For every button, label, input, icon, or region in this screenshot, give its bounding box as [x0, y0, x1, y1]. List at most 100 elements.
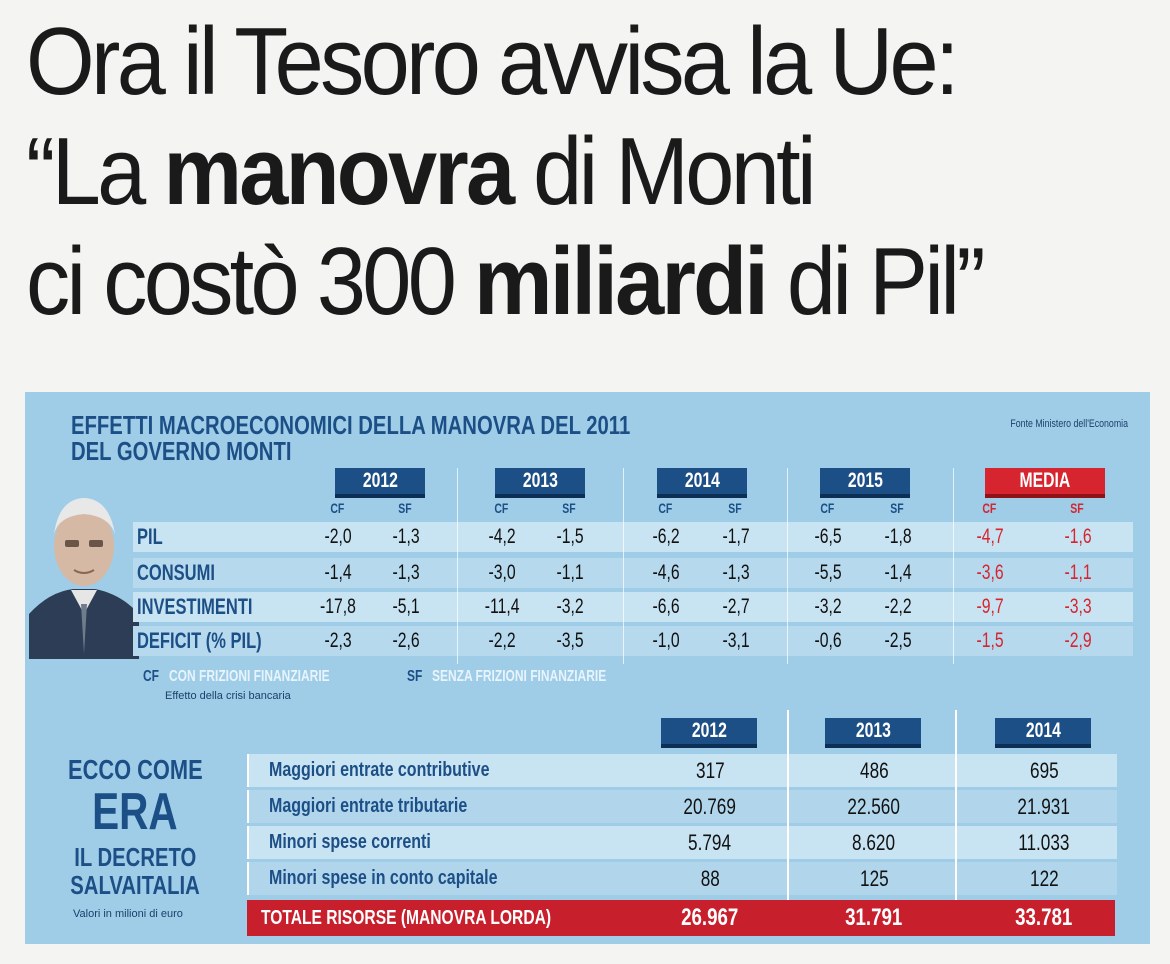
sub-cf-2015: CF: [819, 500, 834, 516]
decree-cell: 8.620: [852, 830, 896, 855]
headline-line-3: ci costò 300 miliardi di Pil”: [26, 228, 1066, 338]
table-cell: -3,3: [1064, 595, 1092, 618]
table-cell: -2,3: [324, 629, 352, 652]
table-cell: -1,3: [722, 561, 750, 584]
decree-heading-il-decreto: IL DECRETO: [73, 842, 197, 872]
decree-heading-ecco: ECCO COME: [67, 754, 203, 785]
headline-line-3-pre: ci costò 300: [26, 228, 475, 335]
table-cell: -2,6: [392, 629, 420, 652]
table-cell: -3,1: [722, 629, 750, 652]
legend-cf-key: CF: [143, 668, 159, 685]
total-cell: 33.781: [1015, 904, 1073, 931]
headline-line-2: “La manovra di Monti: [26, 118, 1066, 228]
legend-sf-text: SENZA FRIZIONI FINANZIARIE: [432, 668, 607, 685]
decree-heading-era: ERA: [92, 783, 178, 841]
table-cell: -4,2: [488, 525, 516, 548]
column-divider: [953, 468, 954, 664]
sub-sf-media: SF: [1070, 500, 1084, 516]
headline-line-1-text: Ora il Tesoro avvisa la Ue:: [26, 8, 959, 115]
table-cell: -1,4: [884, 561, 912, 584]
table-cell: -3,5: [556, 629, 584, 652]
decree-row-band: [247, 862, 1117, 895]
decree-row-label: Minori spese correnti: [269, 831, 431, 853]
sub-cf-media: CF: [981, 500, 996, 516]
decree-column-divider: [787, 710, 789, 934]
table-cell: -2,5: [884, 629, 912, 652]
table-cell: -6,6: [652, 595, 680, 618]
sub-cf-2014: CF: [657, 500, 672, 516]
decree-row-label: Minori spese in conto capitale: [269, 867, 498, 889]
year-badge-2012: 2012: [335, 468, 425, 498]
decree-cell: 122: [1029, 866, 1059, 891]
table-cell: -3,6: [976, 561, 1004, 584]
decree-cell: 486: [859, 758, 889, 783]
table-cell: -1,3: [392, 525, 420, 548]
table-cell: -1,5: [556, 525, 584, 548]
table-cell: -2,0: [324, 525, 352, 548]
headline-line-2-post: di Monti: [512, 118, 816, 225]
year-badge-2013: 2013: [495, 468, 585, 498]
sub-sf-2015: SF: [890, 500, 904, 516]
table-cell: -2,2: [488, 629, 516, 652]
table-cell: -2,9: [1064, 629, 1092, 652]
decree-cell: 11.033: [1018, 830, 1070, 855]
total-cell: 26.967: [681, 904, 739, 931]
legend-sf-key: SF: [407, 668, 423, 685]
decree-cell: 88: [700, 866, 720, 891]
infographic-title: EFFETTI MACROECONOMICI DELLA MANOVRA DEL…: [71, 412, 630, 464]
headline-line-3-post: di Pil”: [766, 228, 986, 335]
table-cell: -1,4: [324, 561, 352, 584]
decree-cell: 317: [695, 758, 725, 783]
table-cell: -1,6: [1064, 525, 1092, 548]
sub-sf-2012: SF: [398, 500, 412, 516]
row-label-consumi: CONSUMI: [137, 560, 215, 585]
table-cell: -9,7: [976, 595, 1004, 618]
decree-heading-salvaitalia: SALVAITALIA: [70, 870, 200, 900]
legend-note: Effetto della crisi bancaria: [165, 690, 291, 702]
table-cell: -6,2: [652, 525, 680, 548]
table-cell: -4,6: [652, 561, 680, 584]
column-divider: [623, 468, 624, 664]
headline-line-2-pre: “La: [26, 118, 164, 225]
infographic-title-line-1: EFFETTI MACROECONOMICI DELLA MANOVRA DEL…: [71, 410, 631, 440]
row-label-pil: PIL: [137, 524, 163, 549]
table-cell: -11,4: [484, 595, 520, 618]
total-label: TOTALE RISORSE (MANOVRA LORDA): [261, 907, 552, 929]
portrait-photo: [29, 464, 139, 659]
headline-line-1: Ora il Tesoro avvisa la Ue:: [26, 8, 1066, 118]
decree-year-2013: 2013: [825, 718, 921, 748]
decree-cell: 125: [859, 866, 889, 891]
table-cell: -2,2: [884, 595, 912, 618]
row-band: [133, 592, 1133, 622]
infographic: EFFETTI MACROECONOMICI DELLA MANOVRA DEL…: [25, 392, 1150, 944]
sub-cf-2013: CF: [493, 500, 508, 516]
table-cell: -1,0: [652, 629, 680, 652]
table-cell: -3,2: [556, 595, 584, 618]
decree-cell: 695: [1029, 758, 1059, 783]
decree-row-band: [247, 826, 1117, 859]
decree-year-2014: 2014: [995, 718, 1091, 748]
column-divider: [457, 468, 458, 664]
table-cell: -0,6: [814, 629, 842, 652]
decree-cell: 20.769: [683, 794, 737, 819]
decree-row-band: [247, 790, 1117, 823]
table-cell: -5,5: [814, 561, 842, 584]
decree-row-label: Maggiori entrate tributarie: [269, 795, 468, 817]
table-cell: -4,7: [976, 525, 1004, 548]
total-row: [247, 900, 1115, 936]
table-cell: -1,7: [722, 525, 750, 548]
legend-cf-text: CON FRIZIONI FINANZIARIE: [168, 668, 330, 685]
table-cell: -1,1: [1064, 561, 1092, 584]
decree-year-2012: 2012: [661, 718, 757, 748]
legend: CF CON FRIZIONI FINANZIARIE SF SENZA FRI…: [143, 668, 685, 686]
row-label-investimenti: INVESTIMENTI: [137, 594, 253, 619]
table-cell: -1,1: [556, 561, 584, 584]
total-cell: 31.791: [845, 904, 903, 931]
headline-line-2-bold: manovra: [163, 118, 515, 225]
headline: Ora il Tesoro avvisa la Ue: “La manovra …: [26, 8, 1066, 338]
table-cell: -1,5: [976, 629, 1004, 652]
table-cell: -5,1: [392, 595, 420, 618]
row-label-deficit: DEFICIT (% PIL): [137, 628, 262, 653]
table-cell: -1,8: [884, 525, 912, 548]
decree-column-divider: [955, 710, 957, 934]
